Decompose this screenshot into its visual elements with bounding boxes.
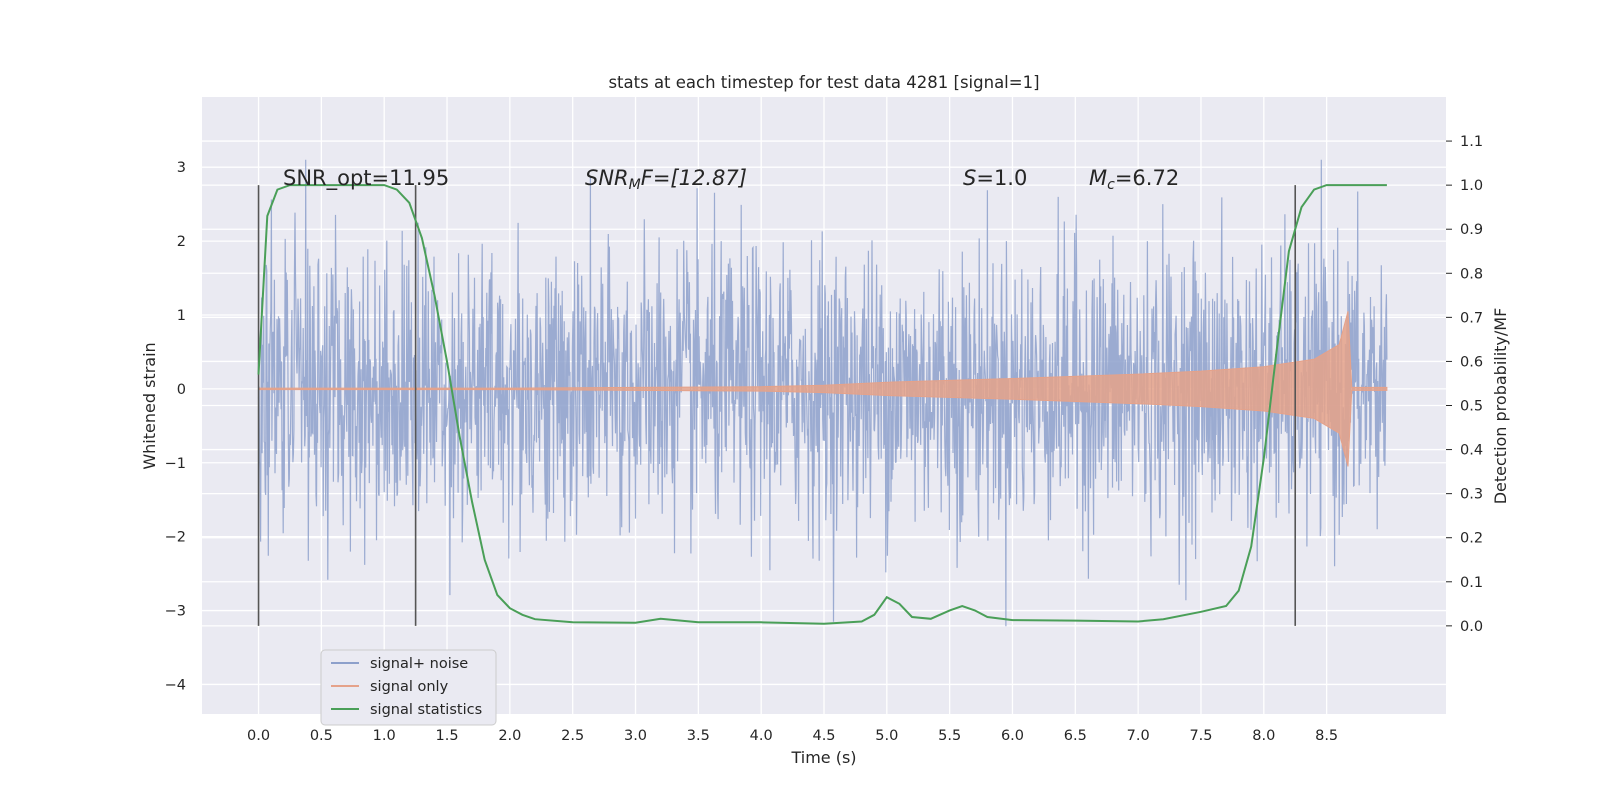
x-tick-label: 1.5 xyxy=(435,728,458,744)
x-tick-label: 4.5 xyxy=(812,728,835,744)
y2-tick-label: 0.5 xyxy=(1460,399,1483,415)
y2-tick-label: 1.1 xyxy=(1460,134,1483,150)
legend: signal+ noise signal only signal statist… xyxy=(320,649,497,726)
signal-only-area xyxy=(258,311,1388,467)
x-tick-label: 3.5 xyxy=(687,728,710,744)
x-tick-label: 4.0 xyxy=(750,728,773,744)
y-tick-label: −4 xyxy=(165,677,186,693)
snr-mf-sub: M xyxy=(629,177,641,193)
annotation-snr-mf: SNRMF=[12.87] xyxy=(585,166,747,193)
y2-tick-label: 0.7 xyxy=(1460,310,1483,326)
x-tick-label: 2.0 xyxy=(498,728,521,744)
signal-statistics-series xyxy=(257,184,1387,625)
y2-tick-label: 0.4 xyxy=(1460,443,1483,459)
x-tick-label: 8.0 xyxy=(1252,728,1275,744)
x-tick-label: 2.5 xyxy=(561,728,584,744)
signal-only-series xyxy=(258,311,1388,467)
snr-mf-tail: F=[12.87] xyxy=(641,166,747,190)
y-tick-label: 0 xyxy=(177,382,186,398)
x-tick-label: 1.0 xyxy=(373,728,396,744)
y2-axis-label: Detection probability/MF xyxy=(1491,308,1510,505)
mc-value: =6.72 xyxy=(1115,166,1179,190)
y2-tick-label: 0.2 xyxy=(1460,531,1483,547)
x-tick-label: 8.5 xyxy=(1315,728,1338,744)
signal-noise-series xyxy=(257,159,1388,627)
y-tick-label: −1 xyxy=(165,456,186,472)
x-tick-labels: 0.0 0.5 1.0 1.5 2.0 2.5 3.0 3.5 4.0 4.5 5.0 5.5 6.0 6… xyxy=(247,728,1338,744)
signal-statistics-line xyxy=(257,184,1387,625)
x-tick-label: 5.0 xyxy=(875,728,898,744)
chart-title: stats at each timestep for test data 428… xyxy=(608,73,1039,92)
mc-label: M xyxy=(1089,166,1107,190)
y2-tick-label: 0.6 xyxy=(1460,354,1483,370)
y2-tick-label: 0.1 xyxy=(1460,575,1483,591)
y2-tick-labels: 1.1 1.0 0.9 0.8 0.7 0.6 0.5 0.4 0.3 0.2 0.1 0.0 xyxy=(1446,134,1483,635)
legend-label-noise: signal+ noise xyxy=(370,656,468,672)
vertical-markers xyxy=(257,185,1297,626)
y-tick-label: 2 xyxy=(177,234,186,250)
annotation-mc: Mc=6.72 xyxy=(1089,166,1179,193)
x-tick-label: 0.5 xyxy=(310,728,333,744)
signal-noise-line xyxy=(257,159,1388,627)
y-tick-labels: 3 2 1 0 −1 −2 −3 −4 xyxy=(165,160,186,693)
s-label: S xyxy=(963,166,976,190)
mc-sub: c xyxy=(1107,177,1115,193)
y2-tick-label: 0.0 xyxy=(1460,619,1483,635)
x-tick-label: 0.0 xyxy=(247,728,270,744)
x-tick-label: 6.0 xyxy=(1001,728,1024,744)
legend-label-stats: signal statistics xyxy=(370,702,482,718)
legend-box xyxy=(320,649,497,726)
x-tick-label: 7.5 xyxy=(1189,728,1212,744)
y2-tick-label: 0.3 xyxy=(1460,487,1483,503)
y2-tick-label: 0.9 xyxy=(1460,222,1483,238)
snr-mf-label: SNR xyxy=(585,166,629,190)
y-axis-label: Whitened strain xyxy=(140,342,159,469)
y-tick-label: 1 xyxy=(177,308,186,324)
annotation-s: S=1.0 xyxy=(963,166,1027,190)
y-tick-label: −3 xyxy=(165,604,186,620)
s-value: =1.0 xyxy=(976,166,1027,190)
x-tick-label: 7.0 xyxy=(1127,728,1150,744)
x-tick-label: 3.0 xyxy=(624,728,647,744)
x-tick-label: 6.5 xyxy=(1064,728,1087,744)
x-tick-label: 5.5 xyxy=(938,728,961,744)
y2-tick-label: 1.0 xyxy=(1460,178,1483,194)
y-tick-label: −2 xyxy=(165,530,186,546)
legend-label-signal: signal only xyxy=(370,679,449,695)
y2-tick-label: 0.8 xyxy=(1460,266,1483,282)
x-axis-label: Time (s) xyxy=(790,748,856,767)
annotation-snr-opt: SNR_opt=11.95 xyxy=(283,166,449,191)
y-tick-label: 3 xyxy=(177,160,186,176)
